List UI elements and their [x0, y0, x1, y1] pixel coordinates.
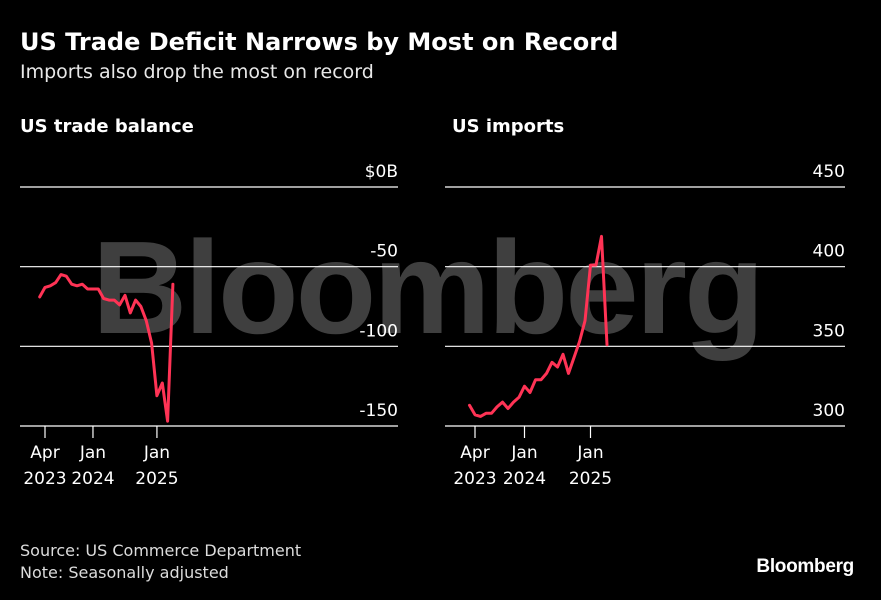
imports-xtick-label-year: 2024	[503, 469, 546, 489]
bloomberg-watermark: Bloomberg	[92, 214, 765, 361]
trade-balance-xtick-label-month: Jan	[143, 443, 170, 463]
bloomberg-logo: Bloomberg	[756, 556, 854, 577]
imports-ytick-label: 300	[813, 401, 845, 421]
trade-balance-xtick-label-year: 2025	[135, 469, 178, 489]
trade-balance-series-line	[38, 273, 175, 423]
imports-xtick-label-year: 2025	[569, 469, 612, 489]
trade-balance-xtick-label-year: 2024	[71, 469, 114, 489]
source-note: Source: US Commerce Department	[20, 541, 302, 560]
trade-balance-xtick-label-month: Apr	[30, 443, 59, 463]
trade-balance-ytick-label: -100	[359, 321, 398, 341]
imports-panel-title: US imports	[452, 116, 565, 137]
trade-balance-xtick-label-month: Jan	[79, 443, 106, 463]
imports-xtick-label-month: Jan	[576, 443, 603, 463]
imports-ytick-label: 400	[813, 242, 845, 262]
imports-series-line	[468, 234, 609, 418]
imports-xtick-label-month: Apr	[460, 443, 489, 463]
trade-balance-xtick-label-year: 2023	[23, 469, 66, 489]
trade-balance-panel-title: US trade balance	[20, 116, 194, 137]
imports-ytick-label: 350	[813, 321, 845, 341]
trade-balance-ytick-label: -50	[370, 242, 398, 262]
imports-xtick-label-year: 2023	[453, 469, 496, 489]
chart-title: US Trade Deficit Narrows by Most on Reco…	[20, 28, 619, 56]
seasonal-note: Note: Seasonally adjusted	[20, 563, 229, 582]
trade-balance-ytick-label: -150	[359, 401, 398, 421]
trade-balance-ytick-label: $0B	[365, 162, 398, 182]
chart-subtitle: Imports also drop the most on record	[20, 61, 374, 83]
imports-xtick-label-month: Jan	[510, 443, 537, 463]
imports-ytick-label: 450	[813, 162, 845, 182]
